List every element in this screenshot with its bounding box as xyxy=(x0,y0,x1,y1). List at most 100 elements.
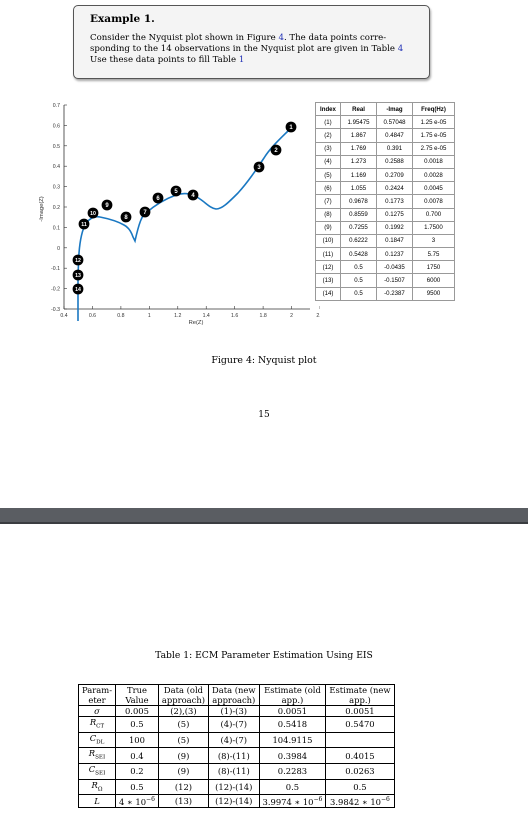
data-point-marker xyxy=(87,207,99,219)
column-header: Index xyxy=(315,101,341,117)
parameter-cell: RCT xyxy=(77,716,117,733)
figure-link[interactable]: 4 xyxy=(278,33,284,43)
table-cell: 100 xyxy=(115,731,159,749)
table-cell: (8) xyxy=(315,207,341,222)
table-cell: 0.5 xyxy=(340,260,377,275)
x-tick-label: 1.8 xyxy=(260,313,267,319)
data-point-6: 6 xyxy=(152,192,164,204)
table-cell: 0.5418 xyxy=(258,716,327,733)
x-tick-label: 0.8 xyxy=(117,313,124,319)
table-cell: -0.1507 xyxy=(376,273,413,288)
table-row: (8) 0.8559 0.1275 0.700 xyxy=(315,207,455,222)
table-cell: 0.1237 xyxy=(376,247,413,262)
table-cell: (2) xyxy=(315,128,341,143)
table-cell: 0.005 xyxy=(115,705,159,717)
table-cell: 104.9115 xyxy=(258,731,327,749)
table-cell: (4)-(7) xyxy=(208,716,260,733)
data-point-marker xyxy=(72,283,84,295)
x-tick-label: 1.4 xyxy=(203,313,210,319)
table-cell: 3.9974 ∗ 10−6 xyxy=(258,794,327,809)
x-tick-label: 2 xyxy=(290,313,293,319)
table-cell: 0.5 xyxy=(115,778,159,796)
data-point-9: 9 xyxy=(101,199,113,211)
x-tick-label: 0.6 xyxy=(89,313,96,319)
data-point-14: 14 xyxy=(72,283,84,295)
table-cell: (1)-(3) xyxy=(208,705,260,717)
data-point-marker xyxy=(72,269,84,281)
column-header: Estimate (new app.) xyxy=(325,684,395,706)
data-point-label: 1 xyxy=(289,125,293,131)
table-cell: (9) xyxy=(157,763,210,780)
table-cell: 0.5 xyxy=(340,273,377,288)
table-cell: (2),(3) xyxy=(157,705,210,717)
data-point-label: 10 xyxy=(90,211,96,217)
table-cell: (5) xyxy=(157,731,210,749)
table-link[interactable]: 4 xyxy=(397,44,404,55)
y-tick-label: -0.2 xyxy=(51,287,60,293)
column-header: Data (new approach) xyxy=(208,684,260,706)
table-cell: (14) xyxy=(315,286,341,301)
table-row: (1) 1.95475 0.57048 1.25 e-05 xyxy=(315,115,455,130)
table-cell: 0.1773 xyxy=(376,194,413,209)
table-cell: 0.2424 xyxy=(376,181,413,196)
table-cell: 0.0028 xyxy=(412,167,455,183)
table-cell: 0.5 xyxy=(340,286,377,301)
table-cell: -0.2387 xyxy=(376,286,413,301)
table-cell: (5) xyxy=(315,167,341,183)
table-cell: 0.5 xyxy=(258,778,327,796)
table-cell: 1.867 xyxy=(340,128,377,143)
table-cell: (6) xyxy=(315,181,341,196)
data-point-label: 2 xyxy=(274,148,278,154)
y-tick-label: 0.1 xyxy=(53,225,60,231)
data-point-marker xyxy=(253,161,265,173)
table-row: (6) 1.055 0.2424 0.0045 xyxy=(315,181,455,196)
table-cell: (4)-(7) xyxy=(208,731,260,749)
y-axis-label: -Image(Z) xyxy=(39,196,45,222)
page-separator xyxy=(0,508,528,524)
ecm-parameter-table: Param-eter True Value Data (old approach) Dat… xyxy=(77,684,395,809)
y-tick-label: 0.2 xyxy=(53,205,60,211)
data-point-label: 14 xyxy=(75,287,81,293)
table-cell: 0.5 xyxy=(115,716,159,733)
table-cell: 5.75 xyxy=(412,247,455,262)
data-point-1: 1 xyxy=(285,121,297,133)
table-cell: 0.1847 xyxy=(376,233,413,249)
table-cell: 1750 xyxy=(412,260,455,275)
table-1-link[interactable]: 1 xyxy=(238,55,245,66)
data-point-4: 4 xyxy=(187,189,199,201)
data-point-2: 2 xyxy=(270,144,282,156)
table-cell: (7) xyxy=(315,194,341,209)
parameter-cell: L xyxy=(77,794,117,809)
table-row: (5) 1.169 0.2709 0.0028 xyxy=(315,167,455,183)
table-cell: 0.0045 xyxy=(412,181,455,196)
table-cell: 0.0018 xyxy=(412,154,455,169)
data-point-label: 5 xyxy=(174,189,178,195)
table-row: (10) 0.6222 0.1847 3 xyxy=(315,233,455,249)
data-point-marker xyxy=(285,121,297,133)
data-point-label: 11 xyxy=(81,222,87,228)
data-point-marker xyxy=(78,218,90,230)
table-cell: (5) xyxy=(157,716,210,733)
x-tick-label: 1 xyxy=(148,313,151,319)
table-cell: (8)-(11) xyxy=(208,747,260,765)
table-cell: 9500 xyxy=(412,286,455,301)
table-row: RSEI 0.4 (9) (8)-(11) 0.3984 0.4015 xyxy=(77,747,395,765)
x-axis-label: Re(Z) xyxy=(189,320,204,326)
table-cell: 0.0051 xyxy=(258,705,327,717)
table-cell: 0.6222 xyxy=(340,233,377,249)
table-cell: (9) xyxy=(157,747,210,765)
table-row: CSEI 0.2 (9) (8)-(11) 0.2283 0.0263 xyxy=(77,763,395,780)
nyquist-plot: 0.4 0.6 0.8 1 1.2 1.4 1.6 1.8 2 2.2 -0.3 -0.2 -0.1 0 0… xyxy=(39,103,320,326)
table-cell: 0.700 xyxy=(412,207,455,222)
data-point-3: 3 xyxy=(253,161,265,173)
data-point-11: 11 xyxy=(78,218,90,230)
table-caption: Table 1: ECM Parameter Estimation Using … xyxy=(155,650,373,661)
table-cell xyxy=(325,731,395,749)
data-point-marker xyxy=(120,211,132,223)
data-point-label: 13 xyxy=(75,273,81,279)
example-text: Consider the Nyquist plot shown in Figur… xyxy=(90,33,404,66)
parameter-cell: RΩ xyxy=(77,778,117,796)
table-cell: 0.4847 xyxy=(376,128,413,143)
